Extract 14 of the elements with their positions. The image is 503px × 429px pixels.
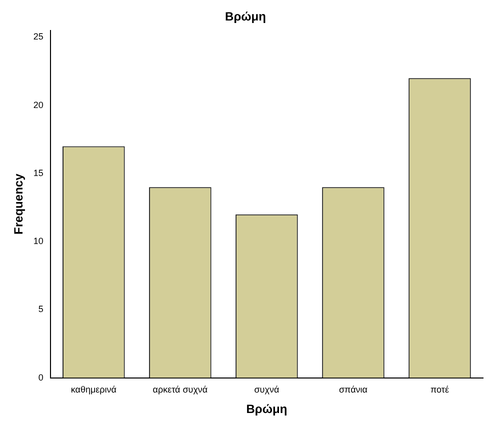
chart-title: Βρώμη xyxy=(225,10,266,24)
x-axis-title: Βρώμη xyxy=(246,402,288,416)
y-tick-label: 15 xyxy=(33,168,44,178)
y-tick-label: 10 xyxy=(33,236,44,246)
y-tick-label: 20 xyxy=(33,100,44,110)
x-tick-label: συχνά xyxy=(254,384,280,395)
y-tick-label: 25 xyxy=(33,32,44,42)
x-tick-label: ποτέ xyxy=(430,384,450,395)
x-tick-label: αρκετά συχνά xyxy=(152,384,208,395)
y-tick-label: 0 xyxy=(38,372,44,382)
y-tick-label: 5 xyxy=(38,304,44,314)
x-tick-label: σπάνια xyxy=(338,384,368,395)
y-axis-title: Frequency xyxy=(12,173,26,234)
x-tick-label: καθημερινά xyxy=(70,384,116,395)
